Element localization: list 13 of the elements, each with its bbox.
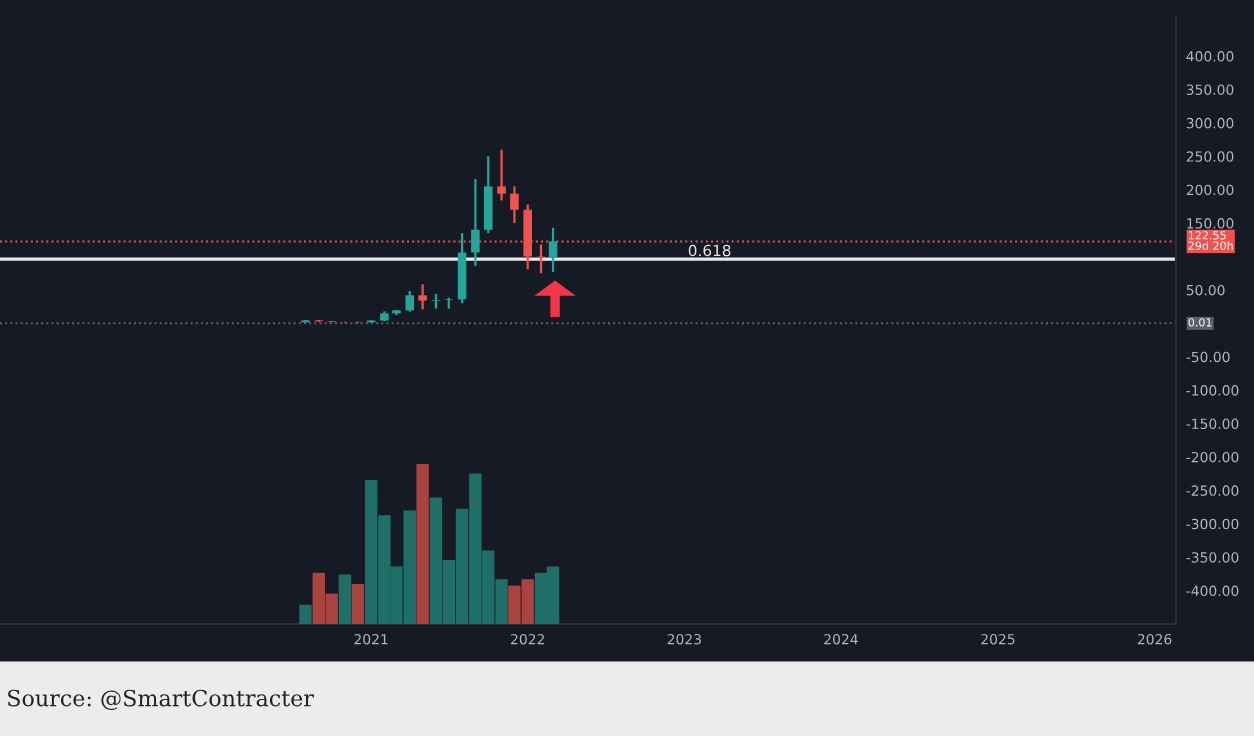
bar	[416, 464, 429, 624]
candlestick	[510, 185, 519, 225]
candlestick	[483, 155, 493, 235]
candlestick	[405, 289, 415, 313]
candlestick	[497, 148, 506, 202]
candlestick	[548, 226, 558, 273]
candlestick	[457, 232, 467, 305]
bar	[338, 574, 352, 624]
bar	[351, 584, 365, 624]
source-note: Source: @SmartContracter	[8, 689, 314, 710]
candlestick	[471, 177, 480, 267]
candlestick	[418, 283, 427, 311]
bar	[299, 604, 312, 624]
